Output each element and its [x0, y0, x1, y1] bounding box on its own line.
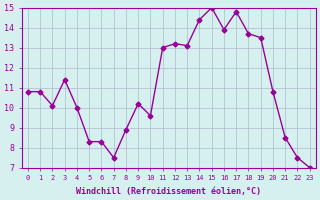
- X-axis label: Windchill (Refroidissement éolien,°C): Windchill (Refroidissement éolien,°C): [76, 187, 261, 196]
